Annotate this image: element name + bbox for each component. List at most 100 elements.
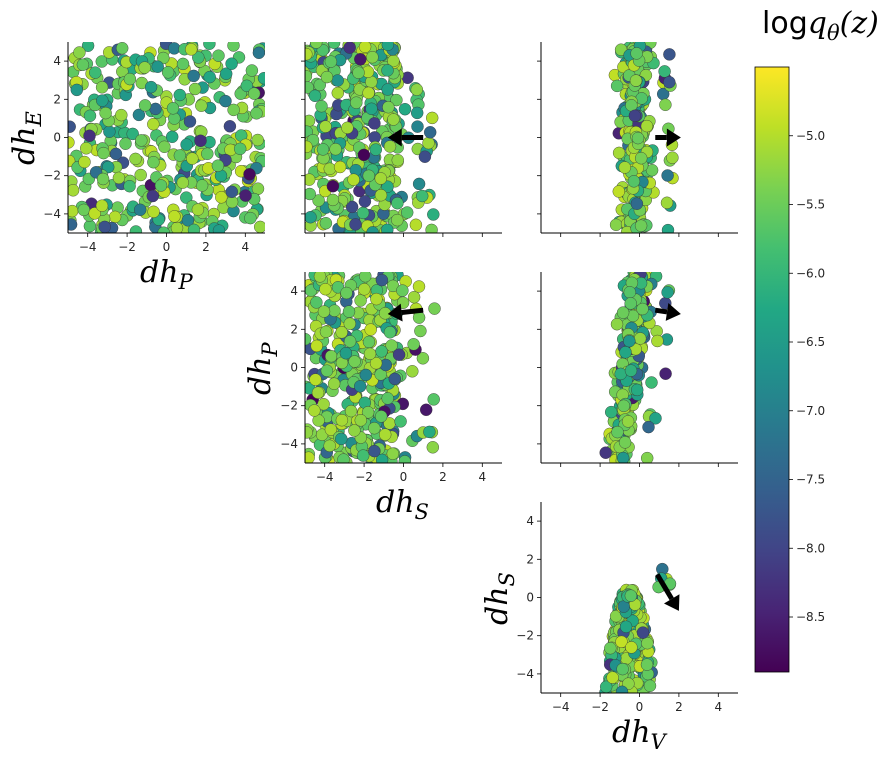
scatter-point: [379, 428, 392, 441]
scatter-point: [356, 206, 370, 220]
scatter-point: [186, 152, 199, 165]
scatter-point: [315, 99, 328, 113]
scatter-point: [219, 94, 232, 108]
scatter-point: [382, 100, 395, 114]
scatter-point: [640, 658, 654, 671]
scatter-point: [618, 161, 631, 174]
scatter-point: [132, 108, 146, 122]
scatter-point: [219, 67, 233, 80]
y-axis-label-dhS: dhS: [480, 572, 519, 625]
scatter-point: [325, 350, 338, 363]
scatter-point: [625, 641, 638, 654]
y-tick-label: −2: [516, 629, 534, 643]
scatter-point: [308, 404, 321, 417]
scatter-point: [70, 83, 84, 97]
scatter-point: [331, 86, 344, 100]
scatter-point: [428, 302, 441, 315]
scatter-point: [343, 317, 356, 330]
scatter-point: [615, 635, 628, 648]
scatter-point: [661, 223, 675, 233]
scatter-point: [170, 221, 184, 233]
scatter-point: [425, 223, 438, 233]
scatter-point: [398, 102, 412, 116]
colorbar-gradient: [754, 66, 790, 673]
scatter-point: [305, 70, 313, 83]
scatter-point: [634, 332, 647, 345]
x-tick-label: −2: [355, 470, 373, 484]
scatter-point: [180, 138, 193, 151]
scatter-point: [188, 82, 202, 96]
scatter-point: [343, 42, 356, 54]
scatter-point: [369, 357, 383, 370]
scatter-point: [398, 455, 411, 463]
scatter-point: [358, 195, 372, 208]
scatter-point: [323, 439, 336, 452]
y-tick-label: 2: [526, 552, 534, 566]
scatter-point: [239, 189, 252, 202]
scatter-point: [68, 218, 78, 231]
scatter-point: [619, 346, 632, 359]
scatter-point: [381, 83, 394, 96]
scatter-point: [410, 83, 423, 96]
scatter-point: [628, 109, 642, 123]
scatter-point: [624, 364, 638, 377]
scatter-point: [176, 176, 190, 189]
scatter-point: [345, 200, 359, 214]
colorbar-tick-label: −7.0: [796, 404, 825, 418]
scatter-point: [212, 224, 226, 233]
scatter-point: [409, 218, 423, 232]
scatter-point: [165, 130, 179, 144]
scatter-point: [168, 210, 181, 223]
y-tick-label: 0: [53, 131, 61, 145]
scatter-panel-row1-col3: [537, 42, 738, 237]
scatter-point: [363, 347, 377, 360]
scatter-point: [77, 203, 91, 217]
scatter-point: [631, 383, 644, 397]
scatter-point: [619, 620, 633, 633]
colorbar-tick-label: −5.0: [796, 129, 825, 143]
scatter-point: [147, 117, 160, 131]
scatter-point: [411, 106, 424, 120]
x-tick-label: 2: [202, 240, 210, 254]
scatter-point: [621, 415, 635, 428]
scatter-point: [101, 160, 115, 174]
scatter-point: [383, 326, 397, 339]
scatter-panel-dhV-dhS: −4 −4 −2 −2 0 0 2 2 4 4: [516, 502, 738, 714]
scatter-point: [240, 79, 254, 93]
scatter-point: [630, 197, 644, 210]
scatter-point: [612, 146, 626, 160]
scatter-point: [659, 367, 672, 380]
x-tick-label: −2: [591, 700, 609, 714]
scatter-point: [227, 42, 240, 52]
scatter-point: [328, 304, 341, 317]
x-tick-label: 4: [478, 470, 486, 484]
scatter-point: [203, 42, 216, 50]
colorbar-tick-label: −6.5: [796, 335, 825, 349]
scatter-point: [310, 339, 323, 353]
scatter-point: [183, 115, 197, 128]
scatter-point: [611, 425, 624, 439]
colorbar-tick-label: −5.5: [796, 198, 825, 212]
scatter-point: [392, 348, 406, 361]
scatter-point: [416, 352, 430, 365]
scatter-point: [368, 444, 381, 458]
scatter-point: [192, 51, 205, 64]
colorbar-tick-label: −6.0: [796, 266, 825, 280]
scatter-point: [76, 58, 90, 71]
scatter-point: [251, 182, 265, 195]
scatter-point: [333, 160, 347, 174]
y-tick-label: −2: [43, 169, 61, 183]
scatter-point: [327, 42, 341, 49]
arrow-shaft: [401, 307, 424, 316]
scatter-point: [317, 398, 330, 411]
scatter-point: [616, 662, 629, 676]
scatter-point: [362, 335, 376, 349]
scatter-point: [623, 286, 636, 299]
scatter-point: [108, 210, 122, 224]
scatter-point: [659, 98, 672, 112]
scatter-point: [215, 191, 228, 204]
arrow-head: [387, 128, 402, 147]
scatter-point: [640, 119, 654, 133]
scatter-point: [418, 150, 432, 163]
scatter-point: [173, 149, 187, 162]
